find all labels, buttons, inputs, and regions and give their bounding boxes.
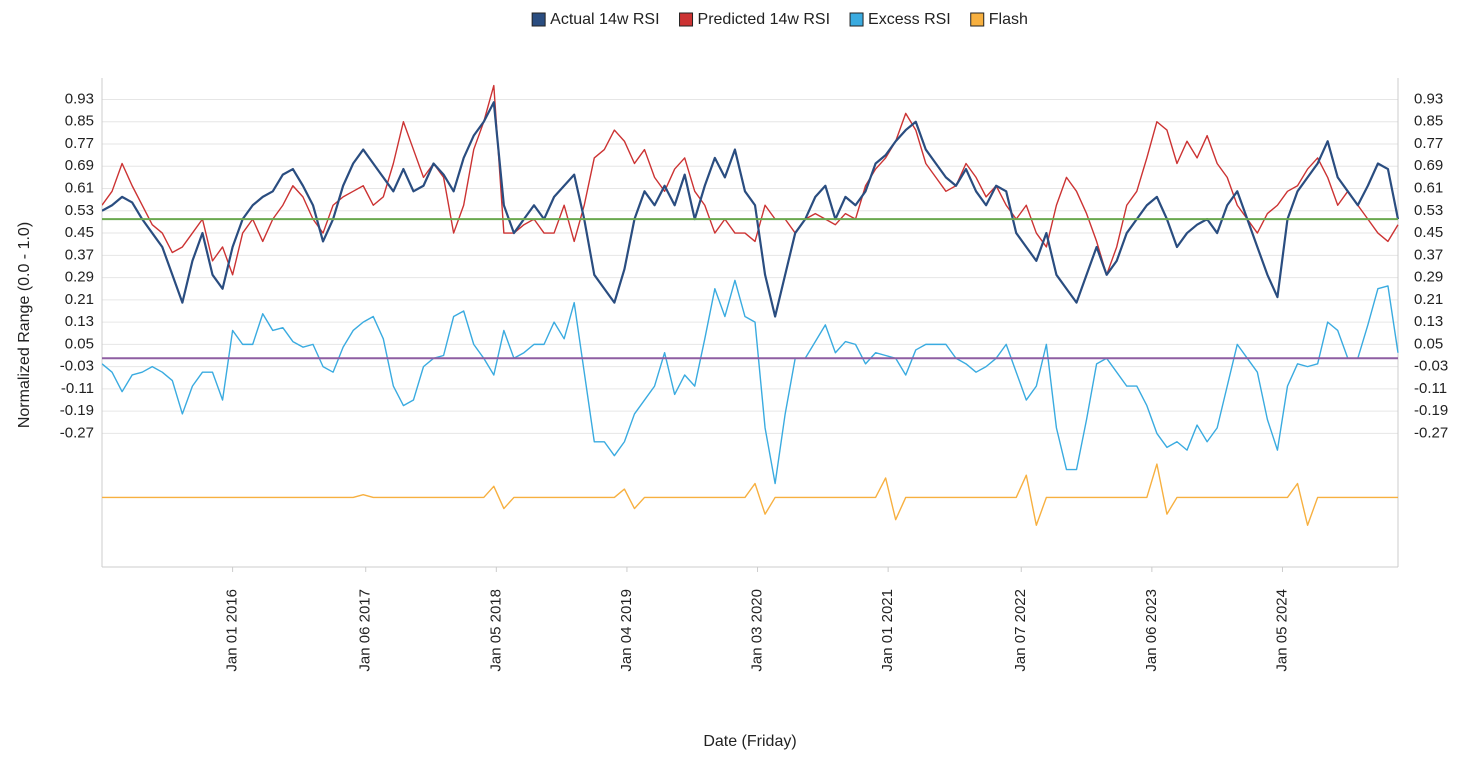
- y-tick-label: 0.53: [65, 202, 94, 219]
- y-tick-label: -0.19: [60, 402, 94, 419]
- y2-tick-label: 0.69: [1414, 157, 1443, 174]
- x-tick-label: Jan 06 2023: [1143, 589, 1160, 672]
- y-tick-label: 0.85: [65, 113, 94, 130]
- y-tick-label: 0.29: [65, 269, 94, 286]
- y2-tick-label: -0.19: [1414, 402, 1448, 419]
- series-line: [102, 101, 1399, 318]
- y-tick-label: 0.61: [65, 180, 94, 197]
- y-tick-label: 0.13: [65, 313, 94, 330]
- legend: Actual 14w RSI Predicted 14w RSI Excess RS…: [531, 11, 1028, 28]
- x-tick-label: Jan 03 2020: [749, 589, 766, 672]
- plot-area: [102, 84, 1399, 526]
- y2-tick-label: 0.53: [1414, 202, 1443, 219]
- x-tick-label: Jan 05 2024: [1273, 589, 1290, 672]
- y-tick-label: 0.77: [65, 135, 94, 152]
- y2-tick-label: 0.85: [1414, 113, 1443, 130]
- legend-label: Flash: [989, 11, 1028, 28]
- y-tick-label: -0.27: [60, 424, 94, 441]
- x-tick-label: Jan 04 2019: [618, 589, 635, 672]
- y2-tick-label: -0.03: [1414, 358, 1448, 375]
- y-tick-label: -0.03: [60, 358, 94, 375]
- x-axis-title: Date (Friday): [703, 733, 796, 750]
- x-tick-label: Jan 05 2018: [487, 589, 504, 672]
- y-tick-label: 0.93: [65, 90, 94, 107]
- legend-swatch: [849, 12, 864, 27]
- y2-tick-label: 0.45: [1414, 224, 1443, 241]
- legend-label: Excess RSI: [868, 11, 951, 28]
- y2-tick-label: 0.21: [1414, 291, 1443, 308]
- y2-tick-label: 0.77: [1414, 135, 1443, 152]
- y-tick-label: 0.69: [65, 157, 94, 174]
- series-line: [102, 463, 1398, 526]
- y2-tick-label: 0.13: [1414, 313, 1443, 330]
- legend-swatch: [531, 12, 546, 27]
- y-tick-label: 0.21: [65, 291, 94, 308]
- series-line: [102, 84, 1399, 276]
- x-tick-label: Jan 06 2017: [357, 589, 374, 672]
- y2-tick-label: 0.93: [1414, 90, 1443, 107]
- x-tick-label: Jan 01 2016: [224, 589, 241, 672]
- legend-label: Actual 14w RSI: [550, 11, 659, 28]
- x-tick-label: Jan 07 2022: [1012, 589, 1029, 672]
- legend-swatch: [679, 12, 694, 27]
- y2-tick-label: -0.27: [1414, 424, 1448, 441]
- y-tick-label: 0.45: [65, 224, 94, 241]
- x-tick-label: Jan 01 2021: [879, 589, 896, 672]
- y2-tick-label: 0.05: [1414, 335, 1443, 352]
- y-tick-label: 0.05: [65, 335, 94, 352]
- y2-tick-label: 0.37: [1414, 246, 1443, 263]
- y2-tick-label: 0.29: [1414, 269, 1443, 286]
- series-line: [102, 279, 1399, 485]
- y-tick-label: 0.37: [65, 246, 94, 263]
- legend-swatch: [970, 12, 985, 27]
- legend-label: Predicted 14w RSI: [698, 11, 831, 28]
- y-axis-title: Normalized Range (0.0 - 1.0): [16, 222, 33, 428]
- y2-tick-label: 0.61: [1414, 180, 1443, 197]
- y-tick-label: -0.11: [61, 380, 94, 397]
- y2-tick-label: -0.11: [1414, 380, 1447, 397]
